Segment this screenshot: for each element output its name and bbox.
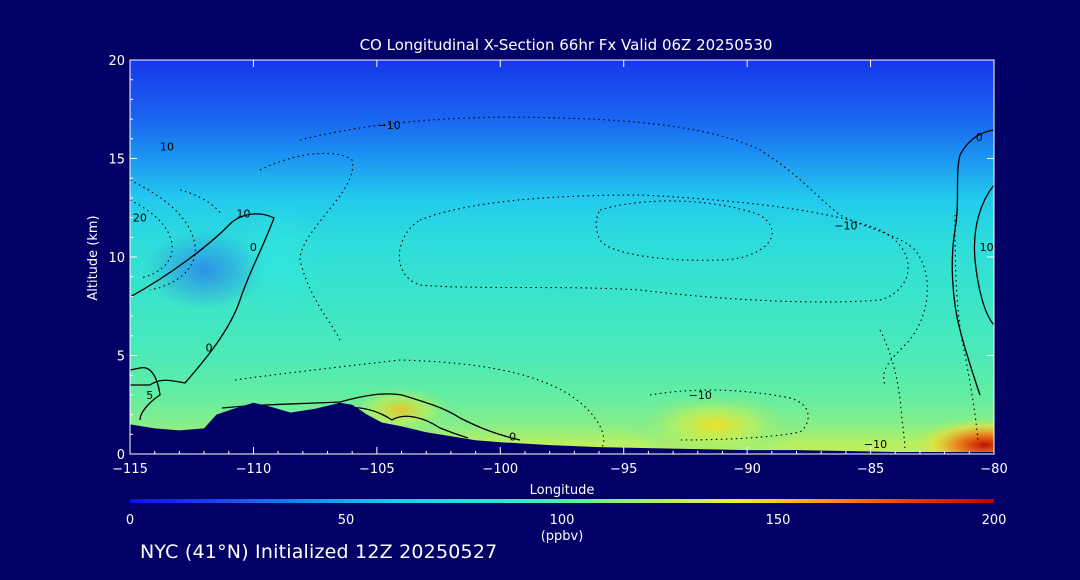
contour-label: 10 <box>980 241 994 254</box>
x-tick-label: −90 <box>733 462 760 477</box>
contour-label: −10 <box>378 119 401 132</box>
x-axis-label: Longitude <box>530 483 595 498</box>
contour-west-ring-a <box>130 179 196 291</box>
x-tick-label: −85 <box>857 462 884 477</box>
contour-label: −10 <box>864 438 887 451</box>
cyan-plume-region <box>235 200 325 320</box>
contour-label: 0 <box>509 430 516 443</box>
colorbar-unit-label: (ppbv) <box>541 529 584 544</box>
anomaly-dotted-contours <box>130 116 979 451</box>
y-tick-label: 10 <box>108 251 125 266</box>
contour-label: 20 <box>133 212 147 225</box>
co-hotspot-central <box>625 390 805 454</box>
colorbar <box>130 499 994 503</box>
x-tick-label: −95 <box>610 462 637 477</box>
contour-neg10-upper <box>299 116 928 386</box>
y-axis-label: Altitude (km) <box>86 215 101 300</box>
contour-zero-west <box>130 213 275 386</box>
y-axis-ticks: 0 5 10 15 20 <box>108 54 994 463</box>
x-tick-label: −105 <box>359 462 395 477</box>
blue-low-region <box>145 230 265 310</box>
anomaly-contour-lines <box>130 129 994 441</box>
contour-label: −10 <box>689 389 712 402</box>
contour-inner-rockies <box>344 406 469 439</box>
contour-label: 0 <box>205 342 212 355</box>
contour-labels: −10 10 20 10 0 0 5 −10 −10 −10 0 0 10 <box>133 119 994 451</box>
contour-zero-east <box>951 129 994 396</box>
x-tick-label: −115 <box>112 462 148 477</box>
colorbar-tick-label: 0 <box>126 513 134 528</box>
contour-far-east-dotted <box>879 329 906 451</box>
contour-zero-rockies <box>221 393 521 441</box>
colorbar-tick-label: 50 <box>338 513 355 528</box>
chart-title: CO Longitudinal X-Section 66hr Fx Valid … <box>360 36 773 54</box>
contour-west-ring-c <box>179 189 223 216</box>
y-tick-label: 0 <box>117 448 125 463</box>
contour-ten-east <box>973 184 994 326</box>
colorbar-tick-label: 200 <box>982 513 1007 528</box>
terrain-mask <box>130 402 994 454</box>
colorbar-tick-label: 100 <box>550 513 575 528</box>
x-axis-ticks: −115 −110 −105 −100 −95 −90 −85 −80 <box>112 60 1008 477</box>
contour-label: 0 <box>976 131 983 144</box>
contour-label: 10 <box>160 141 174 154</box>
y-tick-label: 20 <box>108 54 125 69</box>
x-tick-label: −100 <box>482 462 518 477</box>
contour-east-dotted <box>954 214 979 441</box>
contour-label: 10 <box>237 208 251 221</box>
colorbar-tick-label: 150 <box>766 513 791 528</box>
contour-label: −10 <box>834 219 857 232</box>
contour-label: 5 <box>146 389 153 402</box>
plot-area: −10 10 20 10 0 0 5 −10 −10 −10 0 0 10 <box>130 60 994 454</box>
colorbar-ticks: 0 50 100 150 200 <box>126 513 1007 528</box>
x-tick-label: −110 <box>236 462 272 477</box>
contour-five-west <box>130 367 161 421</box>
init-footer: NYC (41°N) Initialized 12Z 20250527 <box>140 541 498 563</box>
y-tick-label: 15 <box>108 153 125 168</box>
contour-label: 0 <box>250 241 257 254</box>
x-tick-label: −80 <box>980 462 1007 477</box>
y-tick-label: 5 <box>117 350 125 365</box>
co-hotspot-east <box>910 417 994 454</box>
contour-neg20-core <box>398 194 909 303</box>
